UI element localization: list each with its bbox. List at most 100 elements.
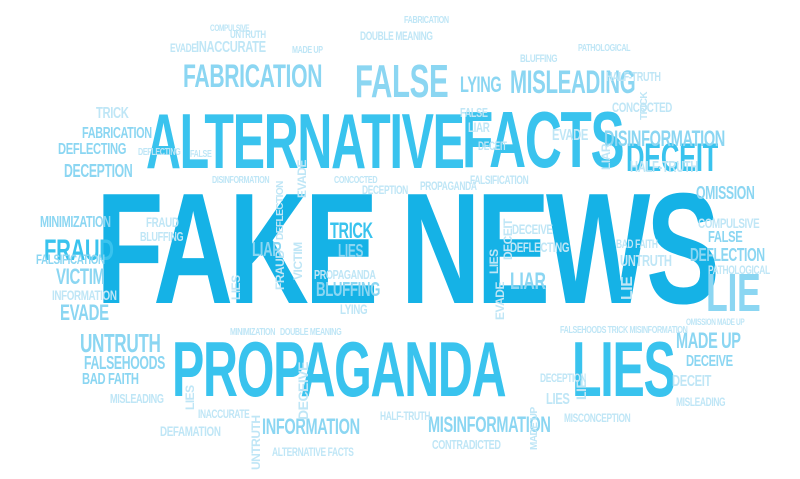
word-trick-vertical: TRICK (639, 91, 650, 120)
word-untruth-left: UNTRUTH (80, 328, 161, 358)
word-half-truth-top-right: HALF-TRUTH (606, 69, 661, 84)
word-false-top: FALSE (355, 55, 449, 107)
word-double-meaning-bottom: DOUBLE MEANING (280, 327, 342, 338)
word-omission-made-up: OMISSION MADE UP (686, 317, 745, 327)
word-propaganda-small: PROPAGANDA (314, 267, 376, 282)
word-deceit-lower-right: DECEIT (672, 373, 711, 390)
word-made-up-right: MADE UP (676, 328, 741, 353)
word-lies-big: LIES (572, 325, 676, 413)
word-deflecting-left: DEFLECTING (58, 141, 127, 158)
word-lies-vertical-3: LIES (487, 249, 501, 274)
word-bluffing-top: BLUFFING (520, 53, 558, 65)
word-compulsive-right: COMPULSIVE (698, 215, 760, 231)
word-half-truth-right: HALF-TRUTH (630, 159, 699, 176)
word-fabrication-left: FABRICATION (82, 125, 152, 142)
word-lie-vertical-2: LIE (573, 379, 589, 400)
word-lies-bottom: LIES (546, 391, 570, 408)
word-deception-left: DECEPTION (64, 161, 133, 181)
word-misleading-left: MISLEADING (110, 391, 164, 406)
word-lies-center: LIES (338, 241, 364, 261)
word-misleading-right: MISLEADING (676, 395, 726, 409)
word-deflecting-center: DEFLECTING (510, 239, 570, 255)
word-bad-faith-right: BAD FAITH (616, 237, 658, 251)
word-pathological-right: PATHOLOGICAL (708, 263, 770, 277)
word-falsehoods-left: FALSEHOODS (84, 353, 165, 373)
word-untruth-vertical: UNTRUTH (249, 415, 263, 471)
word-trick-center: TRICK (330, 218, 373, 243)
word-deceive-vertical: DECEIVE (295, 362, 311, 420)
word-falsification-left: FALSIFICATION (36, 251, 105, 267)
word-liar-top: LIAR (468, 119, 490, 135)
word-victim-left: VICTIM (56, 264, 105, 289)
word-concocted-right: CONCOCTED (612, 99, 673, 115)
word-falsehoods-trick: FALSEHOODS TRICK MISINFORMATION (560, 325, 688, 336)
word-made-up-top: MADE UP (292, 45, 323, 56)
word-untruth-top: UNTRUTH (230, 29, 266, 41)
word-deceit-vertical: DECEIT (501, 218, 515, 260)
word-misconception-bottom: MISCONCEPTION (564, 411, 631, 425)
word-false-center: FALSE (460, 105, 488, 120)
word-fraud-center: FRAUD (146, 214, 179, 230)
word-evade-vertical: EVADE (295, 160, 309, 198)
word-double-meaning-top: DOUBLE MEANING (360, 29, 433, 43)
word-liar-right: LIAR (510, 268, 546, 295)
word-untruth-right: UNTRUTH (620, 253, 672, 270)
word-victim-vertical: VICTIM (291, 242, 305, 280)
word-lies-vertical-2: LIES (229, 275, 243, 300)
word-contradicted-bottom: CONTRADICTED (432, 437, 501, 452)
word-deflecting-top-left: DEFLECTING (138, 147, 181, 158)
word-false-left: FALSE (190, 149, 212, 160)
word-lie-right: LIE (706, 263, 761, 323)
word-inaccurate-top: INACCURATE (196, 39, 266, 56)
word-half-truth-bottom: HALF-TRUTH (380, 409, 431, 423)
word-fraud-left: FRAUD (44, 234, 114, 267)
word-fabrication-top: FABRICATION (183, 58, 323, 94)
word-pathological-top: PATHOLOGICAL (578, 43, 631, 54)
word-evade-top: EVADE (170, 41, 197, 55)
word-falsification-center: FALSIFICATION (470, 173, 529, 187)
word-lying-center: LYING (340, 301, 368, 317)
word-alternative-facts-bottom: ALTERNATIVE FACTS (272, 445, 354, 459)
word-alternative: ALTERNATIVE (146, 97, 465, 185)
word-concocted-center: CONCOCTED (334, 175, 378, 186)
word-defamation-bottom: DEFAMATION (160, 423, 221, 439)
word-bluffing-center: BLUFFING (316, 279, 381, 301)
word-misleading-top: MISLEADING (510, 64, 636, 100)
word-liar-vertical: LIAR (599, 144, 613, 170)
word-bad-faith-left: BAD FAITH (82, 371, 139, 388)
word-deceive-center: DECEIVE (512, 221, 553, 237)
word-disinformation-center: DISINFORMATION (212, 175, 270, 186)
word-evade-left: EVADE (60, 300, 109, 325)
word-liar-center: LIAR (252, 239, 282, 261)
word-evade-center: EVADE (552, 127, 589, 144)
word-deceit-right: DECEIT (626, 136, 718, 180)
word-trick-left: TRICK (96, 105, 129, 122)
word-compulsive-top: COMPULSIVE (210, 23, 250, 33)
word-deflection-right: DEFLECTION (690, 245, 765, 265)
word-deceit-small: DECEIT (478, 139, 507, 153)
word-propaganda-center-small: PROPAGANDA (420, 179, 477, 193)
word-deceive-right: DECEIVE (686, 353, 733, 370)
word-evade-vertical-2: EVADE (493, 282, 507, 320)
word-made-up-vertical: MADE UP (529, 407, 540, 450)
word-propaganda: PROPAGANDA (172, 325, 507, 413)
word-lie-vertical: LIE (619, 276, 636, 300)
word-information-left: INFORMATION (52, 287, 117, 303)
word-facts: FACTS (462, 95, 625, 184)
word-fake-news: FAKE NEWS (96, 161, 720, 337)
word-minimization-bottom: MINIMIZATION (230, 327, 276, 338)
word-inaccurate-bottom: INACCURATE (198, 407, 250, 421)
word-lying-top: LYING (460, 72, 502, 97)
word-fabrication-top-small: FABRICATION (404, 15, 449, 26)
word-information-bottom: INFORMATION (262, 414, 360, 439)
word-lies-vertical: LIES (183, 385, 197, 410)
word-false-right: FALSE (708, 229, 743, 246)
word-minimization-left: MINIMIZATION (40, 214, 111, 231)
word-deception-center: DECEPTION (362, 183, 408, 197)
word-deception-bottom: DECEPTION (540, 371, 586, 385)
word-bluffing-left: BLUFFING (140, 229, 184, 244)
word-disinformation: DISINFORMATION (604, 126, 725, 151)
word-misinformation-bottom: MISINFORMATION (428, 412, 551, 437)
word-deflection-vertical: DEFLECTION (275, 181, 286, 240)
